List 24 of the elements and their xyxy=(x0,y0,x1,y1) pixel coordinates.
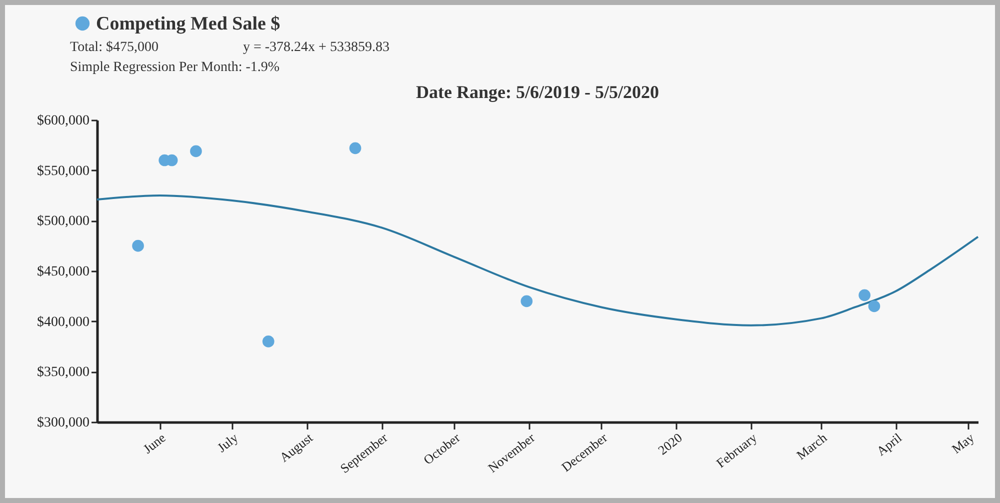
y-tick-label: $550,000 xyxy=(37,164,90,179)
text: Simple Regression Per Month: -1.9% xyxy=(70,60,280,76)
text: Total: $475,000 xyxy=(70,40,158,56)
x-tick-label: 2020 xyxy=(655,430,685,458)
point xyxy=(868,300,880,312)
y-tick-label: $500,000 xyxy=(37,214,90,230)
point xyxy=(132,240,144,252)
point xyxy=(262,336,274,348)
point xyxy=(190,145,202,158)
y-tick-label: $300,000 xyxy=(37,416,90,430)
y-tick-label: $450,000 xyxy=(37,264,90,280)
text: y = -378.24x + 533859.83 xyxy=(243,40,390,56)
y-tick-label: $350,000 xyxy=(37,365,90,380)
y-tick-label: $400,000 xyxy=(37,314,90,330)
point xyxy=(520,295,533,308)
y-tick-label: $600,000 xyxy=(37,114,90,128)
x-tick-label: June xyxy=(140,430,168,456)
point xyxy=(349,142,362,154)
line-series xyxy=(96,194,979,326)
point xyxy=(858,289,870,302)
legend-label: Competing Med Sale $ xyxy=(96,14,280,34)
x-tick-label: May xyxy=(948,430,978,456)
x-tick-label: July xyxy=(214,430,242,456)
chart-title: Date Range: 5/6/2019 - 5/5/2020 xyxy=(416,82,659,102)
